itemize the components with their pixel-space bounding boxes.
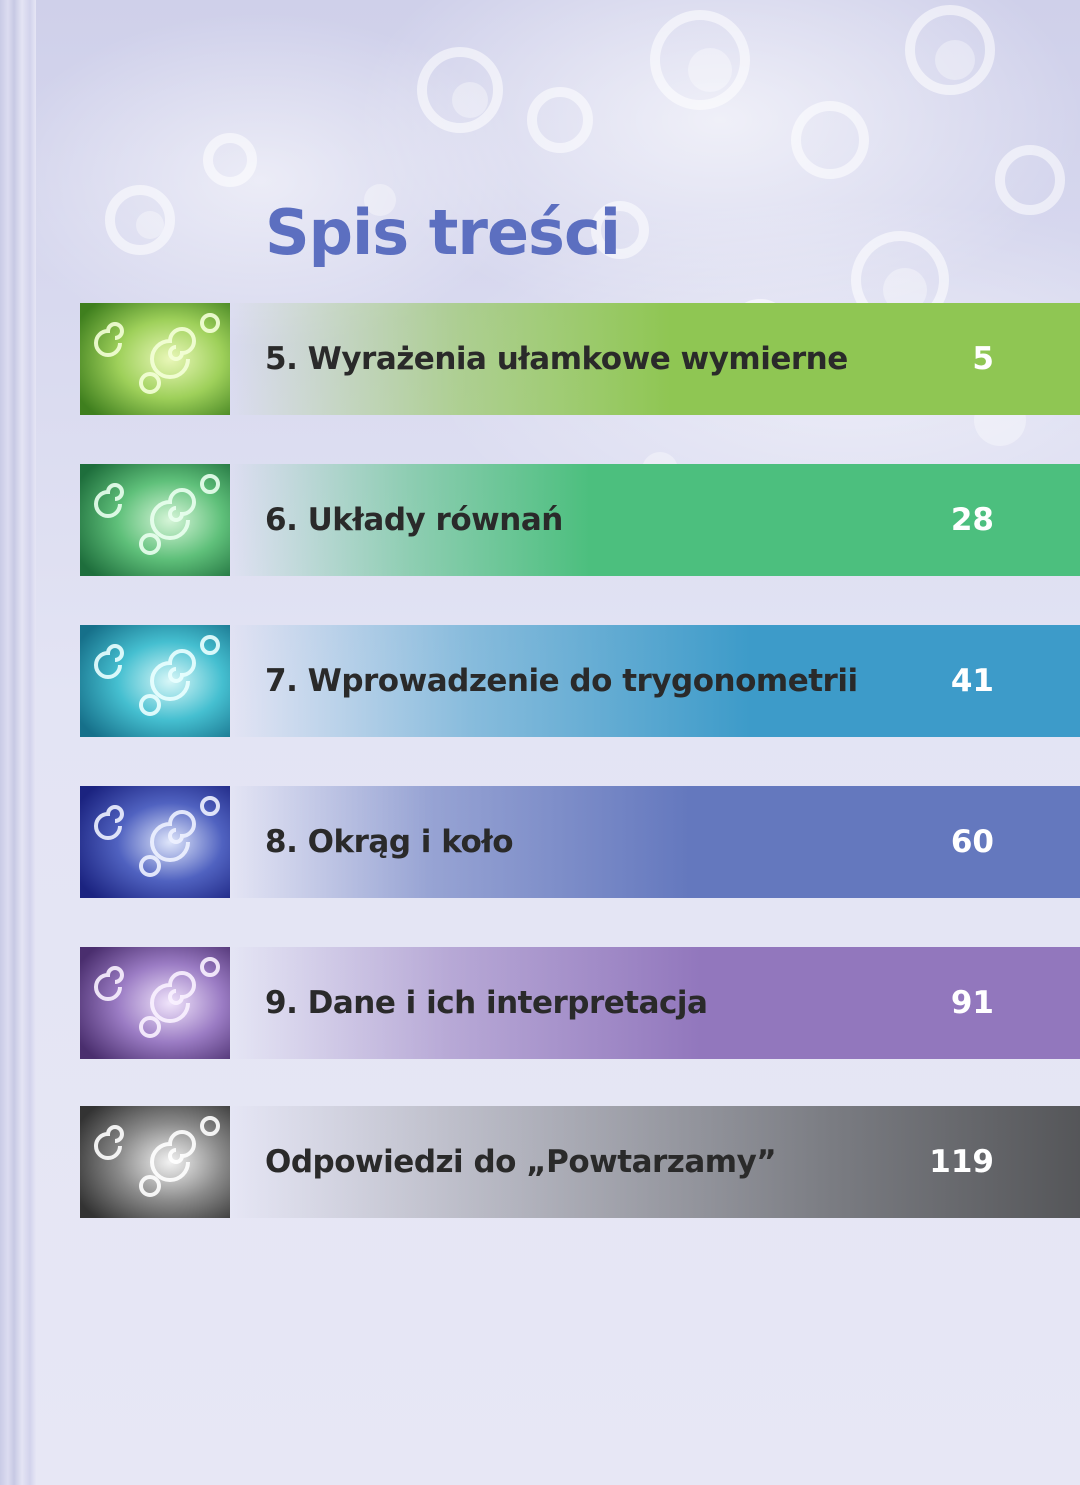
toc-entry[interactable] [80, 1106, 1080, 1218]
toc-entry-title[interactable]: 7. Wprowadzenie do trygonometrii [265, 663, 858, 699]
toc-entry[interactable] [80, 786, 1080, 898]
toc-entry-page-number[interactable]: 119 [929, 1144, 994, 1180]
entry-bar [230, 947, 1080, 1059]
toc-entry-page-number[interactable]: 5 [972, 341, 994, 377]
toc-entry[interactable] [80, 464, 1080, 576]
toc-entry[interactable] [80, 303, 1080, 415]
toc-entry[interactable] [80, 947, 1080, 1059]
toc-entry-title[interactable]: 5. Wyrażenia ułamkowe wymierne [265, 341, 848, 377]
entry-bar [230, 1106, 1080, 1218]
fractal-thumbnail-icon [80, 625, 230, 737]
fractal-thumbnail-icon [80, 1106, 230, 1218]
fractal-thumbnail-icon [80, 786, 230, 898]
toc-entry-title[interactable]: 9. Dane i ich interpretacja [265, 985, 708, 1021]
toc-entry[interactable] [80, 625, 1080, 737]
fractal-thumbnail-icon [80, 947, 230, 1059]
entry-bar [230, 303, 1080, 415]
page-title: Spis treści [265, 196, 621, 269]
fractal-thumbnail-icon [80, 464, 230, 576]
book-spine [0, 0, 36, 1485]
toc-entry-title[interactable]: Odpowiedzi do „Powtarzamy” [265, 1144, 777, 1180]
toc-entry-title[interactable]: 6. Układy równań [265, 502, 563, 538]
entry-bar [230, 464, 1080, 576]
entry-bar [230, 625, 1080, 737]
toc-entry-page-number[interactable]: 91 [950, 985, 994, 1021]
entry-bar [230, 786, 1080, 898]
toc-entry-page-number[interactable]: 28 [950, 502, 994, 538]
toc-entry-page-number[interactable]: 41 [950, 663, 994, 699]
toc-entry-page-number[interactable]: 60 [950, 824, 994, 860]
fractal-thumbnail-icon [80, 303, 230, 415]
toc-entry-title[interactable]: 8. Okrąg i koło [265, 824, 514, 860]
